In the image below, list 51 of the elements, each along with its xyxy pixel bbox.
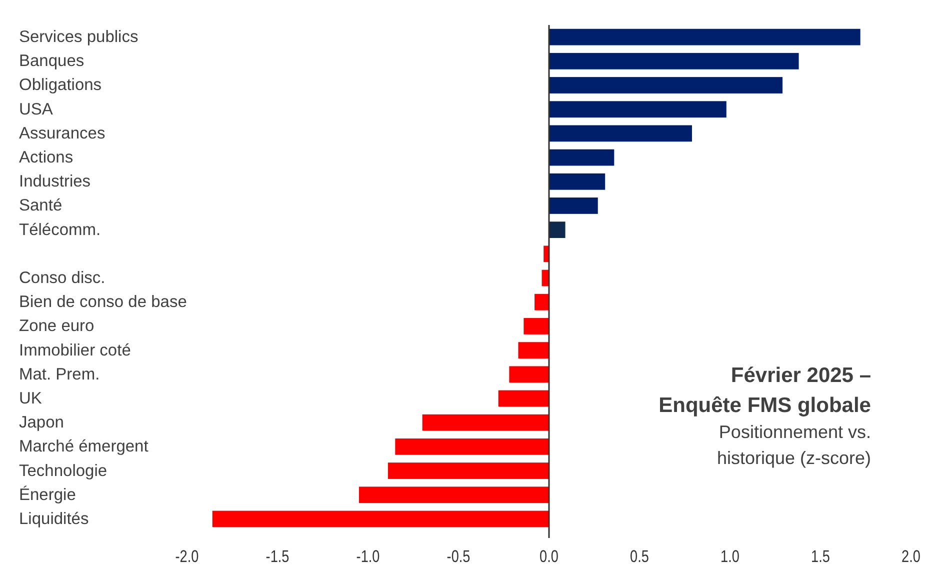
x-tick-label: -2.0: [175, 548, 199, 566]
bar: [544, 246, 549, 262]
x-tick-label: 0.0: [540, 548, 558, 566]
bar: [524, 318, 549, 334]
bar: [549, 101, 726, 118]
y-tick-label: Bien de conso de base: [19, 293, 187, 312]
bar: [549, 125, 692, 142]
y-tick-label: Santé: [19, 196, 62, 215]
bar: [358, 486, 549, 504]
bar: [549, 198, 598, 214]
bar: [388, 462, 549, 479]
x-tick-label: -0.5: [446, 548, 470, 566]
bar: [549, 52, 799, 70]
y-tick-label: Marché émergent: [19, 438, 149, 456]
y-tick-label: Conso disc.: [19, 269, 106, 287]
y-tick-label: Banques: [19, 52, 84, 70]
y-tick-label: Mat. Prem.: [19, 365, 100, 384]
y-tick-label: Immobilier coté: [19, 341, 131, 360]
bar: [518, 342, 549, 358]
y-tick-label: Obligations: [19, 76, 102, 94]
bar: [549, 149, 614, 166]
x-tick-label: 1.0: [720, 548, 740, 566]
bar: [549, 77, 782, 94]
y-tick-label: Japon: [19, 414, 64, 432]
y-tick-label: Télécomm.: [19, 220, 101, 239]
x-tick-label: 1.5: [811, 548, 830, 566]
x-tick-label: -1.5: [266, 548, 290, 566]
bar: [395, 438, 549, 455]
y-tick-label: Services publics: [19, 28, 138, 46]
y-tick-label: Assurances: [19, 124, 106, 142]
bar: [212, 510, 549, 528]
text: Positionnement vs. historique (z-score): [716, 422, 871, 468]
x-tick-label: 0.5: [630, 548, 649, 566]
y-tick-label: USA: [19, 100, 53, 118]
bar: [549, 222, 566, 238]
y-tick-label: UK: [19, 389, 42, 408]
bar: [549, 173, 606, 190]
x-tick-label: -1.0: [356, 548, 380, 566]
y-tick-label: Liquidités: [19, 510, 89, 528]
y-tick-label: Zone euro: [19, 317, 94, 336]
y-tick-label: Technologie: [19, 462, 108, 480]
bar: [534, 294, 549, 310]
x-tick-label: 2.0: [902, 548, 920, 566]
bar: [549, 28, 860, 46]
bar: [509, 366, 549, 383]
y-tick-label: Industries: [19, 172, 91, 191]
y-tick-label: Énergie: [19, 484, 76, 504]
bar: [498, 390, 549, 407]
y-tick-label: Actions: [19, 148, 74, 167]
text: Février 2025 – Enquête FMS globale: [658, 364, 872, 417]
bar: [422, 414, 549, 431]
